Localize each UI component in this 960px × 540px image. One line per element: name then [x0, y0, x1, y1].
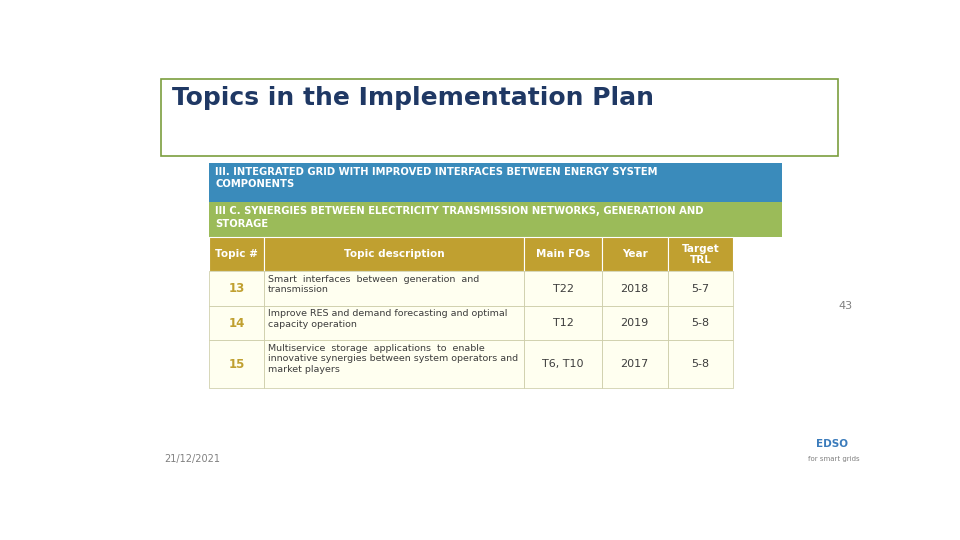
- Bar: [667, 306, 733, 341]
- Text: 21/12/2021: 21/12/2021: [165, 454, 221, 464]
- Text: for smart grids: for smart grids: [808, 456, 860, 462]
- Text: 43: 43: [838, 301, 852, 311]
- Bar: [264, 238, 524, 272]
- Text: T22: T22: [553, 284, 573, 294]
- Bar: [524, 238, 602, 272]
- Text: Improve RES and demand forecasting and optimal
capacity operation: Improve RES and demand forecasting and o…: [268, 309, 508, 329]
- Bar: [602, 238, 667, 272]
- Text: Main FOs: Main FOs: [536, 249, 590, 259]
- Bar: [602, 341, 667, 388]
- Bar: [209, 163, 782, 202]
- Bar: [161, 79, 838, 156]
- Text: 14: 14: [228, 317, 245, 330]
- Text: 5-8: 5-8: [691, 318, 709, 328]
- Text: Target
TRL: Target TRL: [682, 244, 719, 265]
- Text: 5-8: 5-8: [691, 360, 709, 369]
- Text: 2019: 2019: [620, 318, 649, 328]
- Text: III. INTEGRATED GRID WITH IMPROVED INTERFACES BETWEEN ENERGY SYSTEM
COMPONENTS: III. INTEGRATED GRID WITH IMPROVED INTER…: [215, 167, 658, 189]
- Bar: [209, 202, 782, 238]
- Text: 15: 15: [228, 358, 245, 371]
- Bar: [209, 238, 264, 272]
- Bar: [209, 341, 264, 388]
- Bar: [602, 306, 667, 341]
- Text: 2017: 2017: [620, 360, 649, 369]
- Text: 5-7: 5-7: [691, 284, 709, 294]
- Text: 13: 13: [228, 282, 245, 295]
- Text: T12: T12: [553, 318, 573, 328]
- Bar: [209, 272, 264, 306]
- Text: Smart  interfaces  between  generation  and
transmission: Smart interfaces between generation and …: [268, 275, 479, 294]
- Text: T6, T10: T6, T10: [542, 360, 584, 369]
- Bar: [264, 306, 524, 341]
- Bar: [602, 272, 667, 306]
- Bar: [524, 341, 602, 388]
- Bar: [209, 306, 264, 341]
- Text: Year: Year: [622, 249, 647, 259]
- Bar: [667, 341, 733, 388]
- Text: Topics in the Implementation Plan: Topics in the Implementation Plan: [172, 85, 654, 110]
- Text: Topic #: Topic #: [215, 249, 258, 259]
- Text: EDSO: EDSO: [816, 440, 848, 449]
- Text: 2018: 2018: [620, 284, 649, 294]
- Text: Topic description: Topic description: [344, 249, 444, 259]
- Bar: [667, 272, 733, 306]
- Bar: [524, 306, 602, 341]
- Bar: [524, 272, 602, 306]
- Text: III C. SYNERGIES BETWEEN ELECTRICITY TRANSMISSION NETWORKS, GENERATION AND
STORA: III C. SYNERGIES BETWEEN ELECTRICITY TRA…: [215, 206, 704, 228]
- Bar: [667, 238, 733, 272]
- Text: Multiservice  storage  applications  to  enable
innovative synergies between sys: Multiservice storage applications to ena…: [268, 344, 518, 374]
- Bar: [264, 341, 524, 388]
- Bar: [264, 272, 524, 306]
